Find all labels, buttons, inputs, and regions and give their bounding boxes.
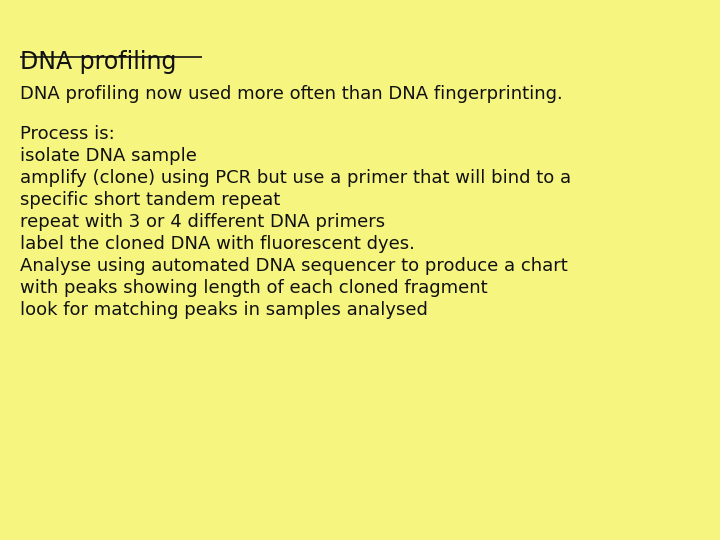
Text: DNA profiling: DNA profiling bbox=[20, 50, 176, 74]
Text: Analyse using automated DNA sequencer to produce a chart: Analyse using automated DNA sequencer to… bbox=[20, 257, 568, 275]
Text: specific short tandem repeat: specific short tandem repeat bbox=[20, 191, 280, 209]
Text: amplify (clone) using PCR but use a primer that will bind to a: amplify (clone) using PCR but use a prim… bbox=[20, 169, 571, 187]
Text: repeat with 3 or 4 different DNA primers: repeat with 3 or 4 different DNA primers bbox=[20, 213, 385, 231]
Text: isolate DNA sample: isolate DNA sample bbox=[20, 147, 197, 165]
Text: Process is:: Process is: bbox=[20, 125, 114, 143]
Text: with peaks showing length of each cloned fragment: with peaks showing length of each cloned… bbox=[20, 279, 487, 297]
Text: label the cloned DNA with fluorescent dyes.: label the cloned DNA with fluorescent dy… bbox=[20, 235, 415, 253]
Text: DNA profiling now used more often than DNA fingerprinting.: DNA profiling now used more often than D… bbox=[20, 85, 563, 103]
Text: look for matching peaks in samples analysed: look for matching peaks in samples analy… bbox=[20, 301, 428, 319]
